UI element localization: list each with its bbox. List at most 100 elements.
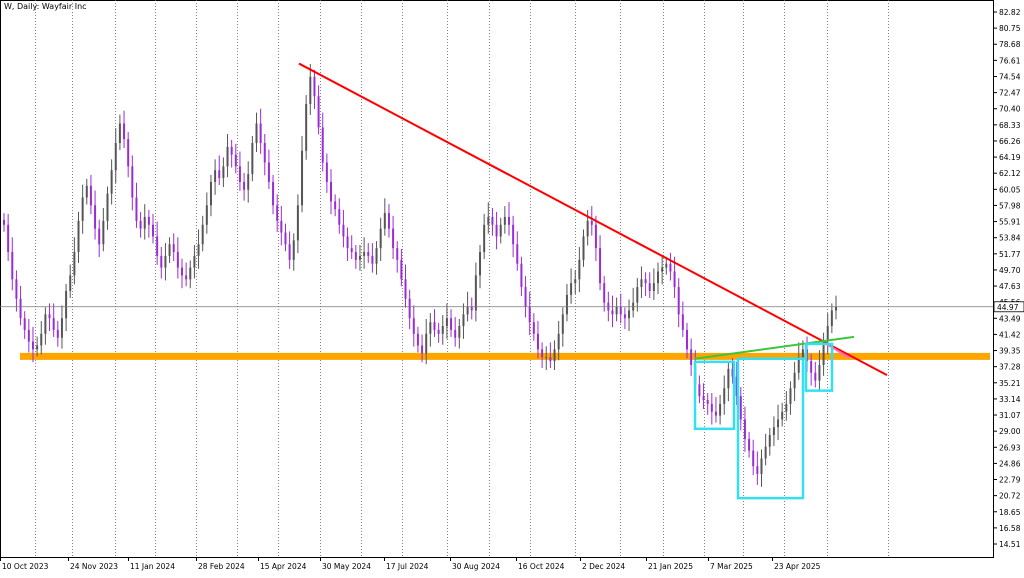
- y-tick-label: 64.19: [999, 153, 1021, 162]
- candle-body: [657, 271, 660, 284]
- candle-body: [176, 252, 179, 268]
- candle-body: [760, 458, 763, 474]
- x-tick-label: 30 May 2024: [322, 562, 371, 571]
- candle-body: [719, 403, 722, 416]
- candle-body: [640, 279, 643, 288]
- candle-body: [789, 388, 792, 404]
- candle-body: [565, 294, 568, 315]
- candle-body: [421, 345, 424, 354]
- candle-body: [251, 142, 254, 175]
- candle-body: [222, 166, 225, 179]
- candle-body: [793, 372, 796, 389]
- y-tick-label: 16.58: [999, 524, 1021, 533]
- y-tick-label: 66.26: [999, 137, 1021, 146]
- y-tick-label: 24.86: [999, 459, 1021, 468]
- y-tick-label: 74.54: [999, 72, 1021, 81]
- candle-body: [106, 193, 109, 221]
- candle-body: [425, 333, 428, 354]
- candle-body: [69, 275, 72, 291]
- candle-body: [292, 240, 295, 260]
- candle-body: [723, 388, 726, 404]
- candle-body: [549, 357, 552, 362]
- pattern-box: [804, 342, 834, 392]
- candle-body: [524, 287, 527, 307]
- candle-body: [296, 205, 299, 241]
- y-tick-label: 31.07: [999, 411, 1021, 420]
- candle-body: [727, 368, 730, 389]
- candle-body: [801, 349, 804, 358]
- candle-body: [487, 216, 490, 225]
- y-tick-label: 51.77: [999, 250, 1021, 259]
- candle-body: [735, 376, 738, 397]
- candle-body: [40, 333, 43, 346]
- candle-body: [743, 419, 746, 439]
- candle-body: [731, 368, 734, 377]
- pattern-box: [693, 360, 736, 431]
- candle-body: [234, 154, 237, 167]
- candle-body: [491, 216, 494, 225]
- candle-body: [363, 252, 366, 256]
- y-tick-label: 14.51: [999, 540, 1021, 549]
- candle-body: [706, 399, 709, 404]
- candle-body: [330, 181, 333, 202]
- candle-body: [669, 263, 672, 272]
- candle-body: [474, 275, 477, 311]
- candle-body: [710, 403, 713, 412]
- candle-body: [661, 267, 664, 272]
- candle-body: [284, 232, 287, 245]
- candle-body: [243, 181, 246, 190]
- candle-body: [276, 205, 279, 221]
- candle-body: [818, 364, 821, 381]
- candle-body: [557, 333, 560, 350]
- y-tick-label: 55.91: [999, 218, 1021, 227]
- y-tick-label: 76.61: [999, 56, 1021, 65]
- candle-body: [56, 329, 59, 338]
- y-tick-label: 26.93: [999, 443, 1021, 452]
- candle-body: [375, 248, 378, 264]
- y-tick-label: 47.63: [999, 282, 1021, 291]
- candle-body: [272, 181, 275, 206]
- candle-body: [89, 185, 92, 206]
- candle-body: [267, 162, 270, 182]
- candle-body: [603, 283, 606, 303]
- y-tick-label: 72.47: [999, 89, 1021, 98]
- candle-body: [189, 267, 192, 280]
- candle-body: [317, 96, 320, 128]
- candle-body: [31, 341, 34, 350]
- candle-body: [702, 396, 705, 400]
- candle-body: [561, 314, 564, 334]
- candle-body: [400, 259, 403, 280]
- candle-body: [334, 201, 337, 210]
- x-tick-label: 17 Jul 2024: [386, 562, 429, 571]
- candle-body: [396, 248, 399, 260]
- descending-trendline: [298, 62, 888, 376]
- candle-body: [102, 220, 105, 245]
- candle-body: [545, 357, 548, 359]
- candle-body: [644, 279, 647, 284]
- candle-body: [52, 318, 55, 330]
- y-tick-label: 20.72: [999, 492, 1021, 501]
- candle-body: [433, 322, 436, 330]
- x-tick-label: 28 Feb 2024: [198, 562, 245, 571]
- candle-body: [19, 298, 22, 319]
- rising-neckline: [694, 335, 855, 360]
- candle-body: [499, 224, 502, 237]
- candle-body: [342, 224, 345, 237]
- candle-body: [714, 411, 717, 416]
- candle-body: [114, 142, 117, 171]
- x-tick-label: 7 Mar 2025: [710, 562, 753, 571]
- candle-body: [27, 329, 30, 342]
- candle-body: [628, 310, 631, 319]
- candle-body: [599, 248, 602, 284]
- candle-body: [392, 228, 395, 249]
- candle-body: [748, 438, 751, 451]
- candle-body: [462, 314, 465, 327]
- candle-body: [615, 306, 618, 315]
- candle-body: [346, 236, 349, 249]
- current-price-label: 44.97: [997, 303, 1019, 312]
- candle-body: [677, 287, 680, 315]
- candle-body: [797, 357, 800, 373]
- candle-body: [180, 267, 183, 276]
- chart-title: W, Daily: Wayfair Inc: [4, 2, 87, 11]
- current-price-box: [993, 301, 1024, 313]
